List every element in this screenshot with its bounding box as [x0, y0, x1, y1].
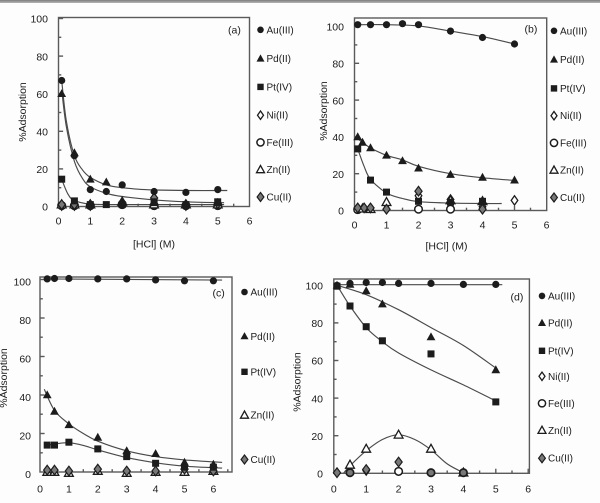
svg-text:Zn(II): Zn(II)	[560, 166, 584, 177]
svg-text:40: 40	[332, 132, 344, 144]
svg-text:%Adsorption: %Adsorption	[17, 82, 29, 142]
svg-text:2: 2	[95, 484, 101, 496]
svg-text:Ni(II): Ni(II)	[267, 111, 289, 122]
svg-text:60: 60	[36, 89, 48, 101]
svg-text:80: 80	[332, 59, 344, 71]
svg-text:Au(III): Au(III)	[251, 288, 278, 299]
svg-text:(b): (b)	[525, 24, 538, 36]
svg-text:2: 2	[119, 216, 125, 228]
svg-text:Zn(II): Zn(II)	[548, 426, 572, 437]
svg-text:80: 80	[311, 318, 323, 330]
svg-text:Fe(III): Fe(III)	[267, 138, 294, 149]
svg-text:Pd(II): Pd(II)	[560, 55, 584, 66]
svg-text:80: 80	[19, 315, 31, 327]
svg-text:(a): (a)	[228, 25, 241, 37]
svg-text:Pt(IV): Pt(IV)	[251, 367, 277, 378]
svg-text:Au(III): Au(III)	[548, 291, 575, 302]
svg-text:Au(III): Au(III)	[267, 25, 294, 36]
svg-text:[HCl] (M): [HCl] (M)	[426, 241, 468, 253]
svg-text:Fe(III): Fe(III)	[548, 399, 575, 410]
svg-text:80: 80	[36, 51, 48, 63]
svg-text:20: 20	[332, 169, 344, 181]
svg-text:Pd(II): Pd(II)	[548, 319, 572, 330]
svg-text:4: 4	[480, 220, 486, 232]
svg-text:(d): (d)	[511, 292, 524, 304]
svg-text:Fe(III): Fe(III)	[560, 138, 587, 149]
svg-text:4: 4	[460, 484, 466, 496]
svg-text:Pd(II): Pd(II)	[267, 54, 291, 65]
svg-text:Zn(II): Zn(II)	[251, 411, 275, 422]
svg-text:2: 2	[396, 484, 402, 496]
svg-text:2: 2	[416, 220, 422, 232]
svg-text:Zn(II): Zn(II)	[267, 165, 291, 176]
svg-text:100: 100	[305, 281, 323, 293]
svg-text:20: 20	[19, 431, 31, 443]
svg-text:0: 0	[25, 469, 31, 481]
svg-text:%Adsorption: %Adsorption	[292, 352, 304, 412]
svg-text:100: 100	[326, 22, 344, 34]
svg-text:1: 1	[384, 220, 390, 232]
svg-text:5: 5	[215, 216, 221, 228]
svg-text:%Adsorption: %Adsorption	[0, 348, 10, 408]
svg-text:6: 6	[210, 484, 216, 496]
svg-text:40: 40	[36, 127, 48, 139]
svg-text:Cu(II): Cu(II)	[548, 454, 573, 465]
svg-text:100: 100	[13, 277, 31, 289]
svg-text:6: 6	[247, 216, 253, 228]
svg-text:3: 3	[151, 216, 157, 228]
svg-text:Cu(II): Cu(II)	[251, 455, 276, 466]
svg-text:60: 60	[19, 354, 31, 366]
svg-text:20: 20	[36, 164, 48, 176]
svg-text:4: 4	[153, 484, 159, 496]
svg-text:4: 4	[183, 216, 189, 228]
svg-text:40: 40	[311, 393, 323, 405]
svg-text:Au(III): Au(III)	[560, 26, 587, 37]
svg-text:1: 1	[87, 216, 93, 228]
svg-text:Pt(IV): Pt(IV)	[267, 82, 293, 93]
svg-text:0: 0	[331, 484, 337, 496]
svg-text:0: 0	[338, 206, 344, 218]
svg-text:20: 20	[311, 431, 323, 443]
svg-text:[HCl] (M): [HCl] (M)	[133, 239, 175, 251]
svg-text:40: 40	[19, 392, 31, 404]
svg-text:5: 5	[493, 484, 499, 496]
svg-text:0: 0	[42, 202, 48, 214]
svg-text:Cu(II): Cu(II)	[560, 193, 585, 204]
svg-text:1: 1	[363, 484, 369, 496]
svg-text:0: 0	[352, 220, 358, 232]
svg-text:0: 0	[56, 216, 62, 228]
svg-text:Pt(IV): Pt(IV)	[548, 346, 574, 357]
svg-text:(c): (c)	[213, 288, 225, 300]
svg-text:100: 100	[30, 14, 48, 26]
svg-text:0: 0	[37, 484, 43, 496]
svg-text:6: 6	[525, 484, 531, 496]
svg-text:1: 1	[66, 484, 72, 496]
svg-text:60: 60	[311, 356, 323, 368]
svg-text:5: 5	[512, 220, 518, 232]
svg-text:5: 5	[182, 484, 188, 496]
svg-text:Ni(II): Ni(II)	[560, 111, 582, 122]
svg-text:Pt(IV): Pt(IV)	[560, 84, 586, 95]
svg-text:Ni(II): Ni(II)	[548, 372, 570, 383]
svg-text:%Adsorption: %Adsorption	[318, 81, 330, 141]
svg-text:3: 3	[428, 484, 434, 496]
svg-text:6: 6	[544, 220, 550, 232]
svg-text:60: 60	[332, 95, 344, 107]
svg-text:3: 3	[448, 220, 454, 232]
svg-text:3: 3	[124, 484, 130, 496]
svg-text:Cu(II): Cu(II)	[267, 193, 292, 204]
svg-text:Pd(II): Pd(II)	[251, 332, 275, 343]
svg-text:0: 0	[317, 469, 323, 481]
